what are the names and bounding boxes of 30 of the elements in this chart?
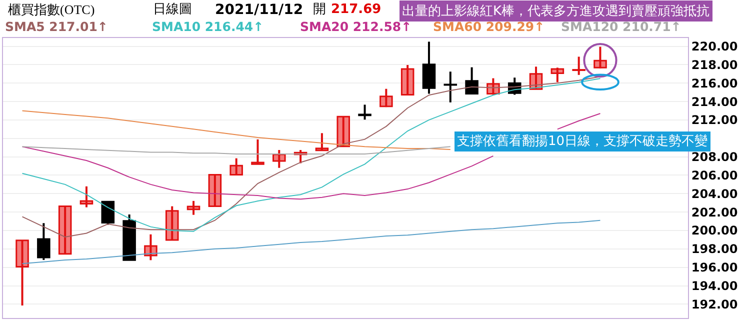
text: 開 <box>313 2 326 17</box>
annotation: 支撐依舊看翻揚10日線，支撐不破走勢不變 <box>457 134 708 149</box>
y-tick-label: 192.00 <box>691 297 738 312</box>
y-tick-label: 196.00 <box>691 260 738 275</box>
y-tick-label: 218.00 <box>691 58 738 72</box>
text: SMA5 217.01↑ <box>5 19 108 34</box>
text: SMA20 212.58↑ <box>300 19 412 34</box>
text: 日線圖 <box>153 2 192 17</box>
candlestick <box>251 138 264 166</box>
y-tick-label: 208.00 <box>691 150 738 164</box>
y-tick-label: 198.00 <box>691 242 738 256</box>
text: SMA10 216.44↑ <box>152 19 264 34</box>
text: SMA60 209.29↑ <box>433 19 545 34</box>
y-tick-label: 212.00 <box>691 113 738 128</box>
text: 2021/11/12 <box>215 2 304 18</box>
text: 出量的上影線紅K棒，代表多方進攻遇到賣壓頑強抵抗 <box>402 3 710 19</box>
y-tick-label: 214.00 <box>691 94 738 109</box>
line-series <box>22 110 451 150</box>
text: 櫃買指數(OTC) <box>8 2 95 17</box>
y-tick-label: 202.00 <box>691 205 738 220</box>
y-tick-label: 220.00 <box>691 39 738 54</box>
y-tick-label: 204.00 <box>691 186 738 201</box>
text: 217.69 <box>331 2 382 17</box>
candlestick <box>358 104 372 121</box>
y-tick-label: 206.00 <box>691 168 738 182</box>
text: SMA120 210.71↑ <box>561 19 682 34</box>
y-tick-label: 194.00 <box>691 278 738 293</box>
y-tick-label: 216.00 <box>691 76 738 90</box>
y-tick-label: 200.00 <box>691 224 738 238</box>
candlestick <box>572 56 586 76</box>
